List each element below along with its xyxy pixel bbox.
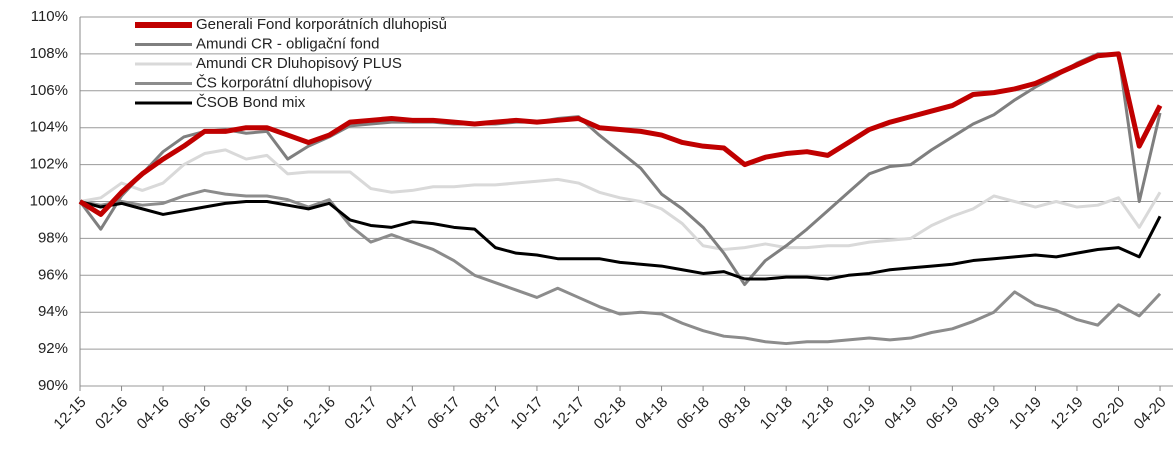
x-tick-label: 10-16 — [258, 394, 297, 433]
x-tick-label: 04-20 — [1131, 394, 1170, 433]
x-tick-label: 02-19 — [840, 394, 879, 433]
x-tick-label: 02-17 — [341, 394, 380, 433]
x-tick-label: 06-16 — [175, 394, 214, 433]
y-tick-label: 100% — [30, 192, 68, 209]
series-line — [78, 51, 1163, 217]
x-tick-label: 10-18 — [757, 394, 796, 433]
y-tick-label: 108% — [30, 45, 68, 62]
y-tick-label: 96% — [38, 266, 68, 283]
legend-label: ČS korporátní dluhopisový — [196, 74, 372, 91]
legend-label: ČSOB Bond mix — [196, 94, 306, 111]
x-tick-label: 08-19 — [964, 394, 1003, 433]
x-tick-label: 12-18 — [798, 394, 837, 433]
series-line — [79, 200, 1162, 281]
series-line — [79, 188, 1162, 346]
y-tick-label: 102% — [30, 156, 68, 173]
legend-label: Generali Fond korporátních dluhopisů — [196, 16, 447, 33]
x-tick-label: 10-17 — [507, 394, 546, 433]
y-tick-label: 106% — [30, 82, 68, 99]
y-tick-label: 94% — [38, 303, 68, 320]
x-tick-label: 02-16 — [92, 394, 131, 433]
x-tick-label: 08-16 — [217, 394, 256, 433]
x-tick-label: 02-20 — [1089, 394, 1128, 433]
x-tick-label: 04-16 — [134, 394, 173, 433]
series-line — [79, 148, 1162, 251]
y-tick-label: 110% — [31, 8, 68, 25]
legend-label: Amundi CR Dluhopisový PLUS — [196, 55, 402, 72]
x-tick-label: 12-19 — [1047, 394, 1086, 433]
x-tick-label: 08-18 — [715, 394, 754, 433]
x-tick-label: 06-19 — [923, 394, 962, 433]
x-tick-label: 12-15 — [50, 394, 89, 433]
legend-label: Amundi CR - obligační fond — [196, 35, 379, 52]
x-tick-label: 08-17 — [466, 394, 505, 433]
x-tick-label: 04-19 — [881, 394, 920, 433]
y-tick-label: 92% — [38, 340, 68, 357]
y-tick-label: 98% — [38, 229, 68, 246]
x-tick-label: 10-19 — [1006, 394, 1045, 433]
y-tick-label: 90% — [38, 377, 68, 394]
series-line — [78, 52, 1162, 287]
x-tick-label: 12-17 — [549, 394, 588, 433]
y-tick-label: 104% — [30, 119, 68, 136]
x-tick-label: 04-17 — [383, 394, 422, 433]
x-tick-label: 02-18 — [590, 394, 629, 433]
x-tick-label: 04-18 — [632, 394, 671, 433]
x-tick-label: 06-18 — [674, 394, 713, 433]
x-tick-label: 12-16 — [300, 394, 339, 433]
x-tick-label: 06-17 — [424, 394, 463, 433]
